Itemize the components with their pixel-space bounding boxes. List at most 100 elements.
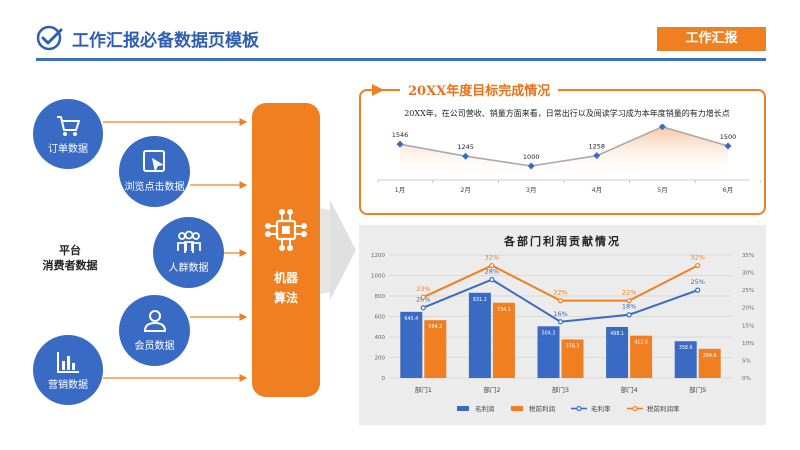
profit-bar (606, 326, 629, 378)
profit-y2-tick-label: 10% (742, 341, 754, 347)
profit-bar (674, 341, 697, 378)
target-x-tick-label: 2月 (460, 186, 471, 194)
profit-x-tick-label: 部门1 (415, 385, 432, 394)
profit-y2-tick-label: 0% (742, 376, 751, 382)
legend-label: 税前利润率 (647, 404, 680, 413)
profit-bar (400, 311, 423, 378)
profit-bar (468, 292, 491, 378)
profit-rate-point (489, 276, 495, 283)
target-area-fill (400, 126, 728, 176)
target-x-tick-label: 4月 (591, 186, 602, 194)
profit-rate-point (420, 294, 426, 300)
node-marketing-label: 营销数据 (48, 380, 88, 391)
legend-label: 毛利润 (475, 404, 495, 413)
node-browsing-label: 浏览点击数据 (124, 182, 185, 193)
target-x-tick-label: 3月 (526, 186, 537, 194)
cart-icon (57, 116, 80, 136)
profit-rate-point (626, 298, 632, 304)
machine-algorithm-block: 机器 算法 (252, 103, 320, 397)
people-icon (176, 230, 201, 253)
target-x-tick-label: 5月 (657, 186, 668, 194)
target-point (462, 152, 470, 160)
profit-y-tick-label: 200 (375, 356, 386, 362)
profit-y-tick-label: 400 (375, 335, 386, 341)
profit-combo-chart: 0 200 400 600 800 1000 1200 0% 5% 10% 15% 20% 25% 30%… (371, 253, 754, 413)
node-marketing: 营销数据 (33, 335, 103, 405)
target-series-line (399, 125, 729, 167)
target-panel (359, 89, 766, 215)
profit-rate-point (489, 262, 495, 269)
profit-rate-point (420, 305, 426, 311)
profit-rate-point (557, 319, 564, 325)
profit-bar (537, 326, 560, 378)
profit-bar-label: 358.6 (679, 345, 693, 351)
profit-x-tick-label: 部门3 (552, 385, 569, 394)
target-point (724, 142, 732, 150)
profit-bar-label: 831.2 (473, 297, 487, 303)
bar-chart-icon (57, 352, 79, 373)
target-point (658, 124, 666, 131)
header-divider (36, 58, 766, 61)
target-data-label: 1000 (523, 153, 540, 161)
profit-rate-label: 16% (553, 310, 567, 318)
profit-rate-point (626, 312, 632, 318)
profit-rate-label: 22% (553, 289, 567, 297)
profit-bar (424, 320, 447, 378)
check-circle-icon (36, 25, 63, 51)
node-members-label: 会员数据 (134, 341, 175, 352)
legend-swatch-marker (632, 405, 638, 412)
platform-label: 平台 消费者数据 (40, 243, 100, 273)
legend-label: 税前利润 (529, 404, 555, 413)
profit-rate-point (557, 298, 564, 304)
profit-rate-point (695, 262, 701, 269)
target-x-tick-label: 1月 (395, 186, 406, 194)
profit-y2-tick-label: 20% (742, 306, 754, 312)
profit-bar-label: 284.6 (703, 353, 717, 359)
profit-rate-label: 32% (690, 254, 704, 262)
profit-rate-label: 25% (690, 278, 704, 286)
target-chart-subtitle: 20XX年，在公司营收、销量方面来看，日常出行以及阅读学习成为本年度销量的有力增… (404, 109, 730, 118)
profit-y-tick-label: 800 (375, 294, 386, 300)
node-orders: 订单数据 (33, 99, 103, 169)
profit-y-tick-label: 0 (382, 376, 386, 382)
target-data-label: 1258 (589, 143, 606, 151)
target-point (396, 140, 404, 148)
profit-rate-label: 28% (485, 268, 499, 276)
node-orders-label: 订单数据 (48, 144, 88, 155)
profit-bar-label: 564.2 (428, 324, 442, 330)
chip-icon (265, 209, 307, 251)
target-point (593, 152, 601, 160)
node-people-label: 人群数据 (168, 263, 209, 274)
profit-rate-label: 18% (622, 303, 636, 311)
user-icon (143, 310, 166, 332)
profit-y2-tick-label: 15% (742, 323, 754, 329)
legend-swatch-marker (576, 405, 582, 412)
target-x-tick-label: 6月 (723, 186, 734, 194)
profit-x-tick-label: 部门5 (689, 385, 706, 394)
platform-label-line2: 消费者数据 (42, 259, 98, 272)
profit-bar (630, 335, 653, 378)
node-members: 会员数据 (119, 295, 190, 366)
profit-bar-label: 498.1 (610, 331, 624, 337)
profit-rate-point (695, 287, 701, 293)
profit-bar-label: 504.3 (542, 330, 556, 336)
legend-label: 毛利率 (591, 404, 611, 413)
profit-rate-label: 32% (485, 254, 499, 262)
cursor-icon (142, 150, 165, 172)
profit-x-tick-label: 部门2 (483, 385, 500, 394)
platform-label-line1: 平台 (59, 244, 81, 257)
page-title: 工作汇报必备数据页模板 (72, 31, 259, 51)
legend-swatch (511, 406, 523, 411)
profit-bar-label: 412.8 (634, 340, 648, 346)
target-chart-title: 20XX年度目标完成情况 (400, 80, 559, 99)
target-data-label: 1245 (457, 143, 474, 151)
machine-label-line2: 算法 (273, 291, 298, 305)
legend-swatch (457, 406, 469, 411)
target-data-label: 1546 (392, 131, 409, 139)
profit-bar-label: 376.3 (566, 343, 580, 349)
profit-bar-label: 734.1 (497, 307, 511, 313)
profit-chart-title: 各部门利润贡献情况 (504, 235, 621, 248)
target-area-chart: 15461月12452月10003月12584月19805月15006月 (377, 124, 762, 194)
profit-y-tick-label: 1200 (371, 253, 385, 259)
profit-x-tick-label: 部门4 (621, 385, 638, 394)
